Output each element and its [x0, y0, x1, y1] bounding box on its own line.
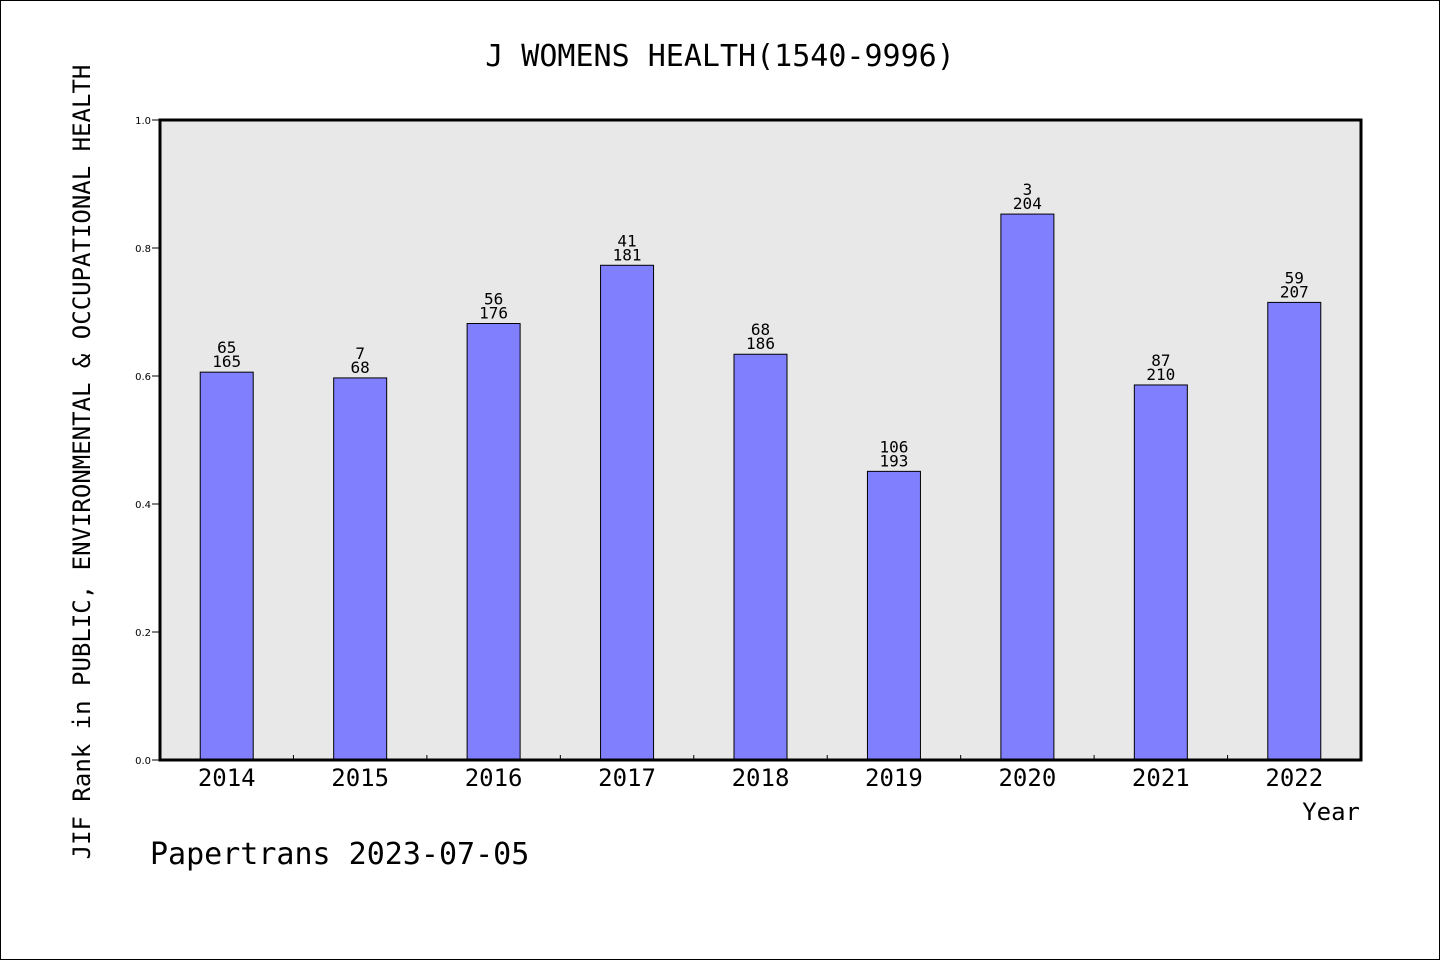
- bar: [1133, 384, 1188, 761]
- plot-border: [158, 118, 1363, 762]
- bar-rank-label: 7: [355, 344, 365, 363]
- x-tick-label: 2020: [998, 764, 1056, 792]
- bar-total-label: 181: [613, 245, 642, 264]
- bar: [866, 470, 921, 761]
- bar: [733, 353, 788, 761]
- x-tick-label: 2018: [732, 764, 790, 792]
- bar: [333, 377, 388, 761]
- bar: [1000, 213, 1055, 761]
- chart-title: J WOMENS HEALTH(1540-9996): [485, 39, 955, 74]
- x-axis-label: Year: [1302, 798, 1360, 826]
- y-tick-label: 0.8: [135, 244, 151, 255]
- bar-rank-label: 68: [751, 320, 770, 339]
- bar-total-label: 176: [479, 304, 508, 323]
- x-tick-label: 2021: [1132, 764, 1190, 792]
- x-axis: 2014 2015 2016 2017 2018 2019 2020 2021 2022: [198, 755, 1323, 792]
- bar: [600, 264, 655, 761]
- bar: [199, 371, 254, 761]
- bar: [466, 323, 521, 761]
- bar-total-label: 165: [212, 352, 241, 371]
- bar-rank-label: 87: [1151, 351, 1170, 370]
- bar-total-label: 186: [746, 334, 775, 353]
- x-tick-label: 2016: [465, 764, 523, 792]
- x-tick-label: 2022: [1265, 764, 1323, 792]
- bar-total-label: 204: [1013, 194, 1042, 213]
- x-tick-label: 2014: [198, 764, 256, 792]
- y-axis-label: JIF Rank in PUBLIC, ENVIRONMENTAL & OCCU…: [68, 65, 96, 860]
- y-axis: 0.0 0.2 0.4 0.6 0.8 1.0: [135, 116, 160, 767]
- bar-rank-label: 3: [1023, 180, 1033, 199]
- y-tick-label: 0.4: [135, 500, 151, 511]
- bar-rank-label: 65: [217, 338, 236, 357]
- bar-total-label: 68: [351, 358, 370, 377]
- x-tick-label: 2017: [598, 764, 656, 792]
- bar: [1267, 301, 1322, 761]
- x-tick-label: 2015: [331, 764, 389, 792]
- bar-rank-label: 106: [879, 437, 908, 456]
- bar-total-label: 193: [879, 451, 908, 470]
- footer-text: Papertrans 2023-07-05: [150, 837, 529, 872]
- y-tick-label: 0.6: [135, 372, 151, 383]
- bar-rank-label: 59: [1285, 268, 1304, 287]
- bar-total-label: 207: [1280, 282, 1309, 301]
- x-tick-label: 2019: [865, 764, 923, 792]
- bar-total-label: 210: [1146, 365, 1175, 384]
- bar-rank-label: 56: [484, 290, 503, 309]
- y-tick-label: 0.2: [135, 628, 151, 639]
- bar-rank-label: 41: [617, 231, 636, 250]
- y-tick-label: 1.0: [135, 116, 151, 127]
- y-tick-label: 0.0: [135, 756, 151, 767]
